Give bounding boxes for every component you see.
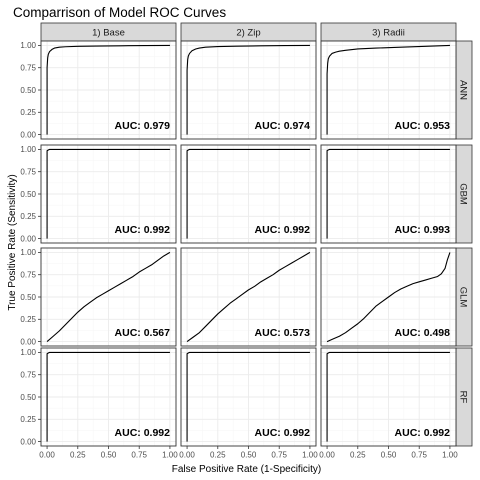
facet-panel: AUC: 0.993 [320,144,457,244]
column-strip-label: 2) Zip [236,28,260,39]
x-axis-title: False Positive Rate (1-Specificity) [172,464,322,475]
y-tick-label: 0.00 [20,130,36,139]
roc-curve [46,251,171,343]
roc-curve [186,351,310,442]
facet-panel: AUC: 0.992 0.00 0.25 0.50 0.75 1.00 [319,347,458,460]
facet-panel: AUC: 0.953 [320,40,457,140]
x-tick-label: 0.75 [271,451,287,460]
x-tick-label: 0.50 [241,451,257,460]
y-tick-label: 0.50 [20,393,36,402]
x-tick-label: 1.00 [442,451,458,460]
y-tick-label: 1.00 [20,145,36,154]
facet-panel: AUC: 0.573 [180,247,317,347]
x-tick-label: 0.00 [319,451,335,460]
facet-panel: AUC: 0.992 0.00 0.25 0.50 0.75 1.00 [179,347,318,460]
facet-panel: AUC: 0.992 0.00 0.25 0.50 0.75 1.00 [20,144,177,244]
panel-border [320,40,457,140]
roc-curve [186,44,310,135]
column-strip-label: 1) Base [92,28,125,39]
auc-label: AUC: 0.953 [395,120,451,132]
facet-panel: AUC: 0.498 [320,247,457,347]
auc-label: AUC: 0.992 [255,427,311,439]
facet-panel: AUC: 0.992 0.00 0.25 0.50 0.75 1.00 0.00 0.25 0.… [20,347,178,460]
auc-label: AUC: 0.974 [255,120,311,132]
panel-border [180,40,317,140]
auc-label: AUC: 0.992 [115,224,171,236]
y-tick-label: 0.75 [20,168,36,177]
roc-curve [46,351,170,442]
auc-label: AUC: 0.498 [395,327,451,339]
chart-title: Comparrison of Model ROC Curves [13,5,226,20]
y-tick-label: 0.00 [20,437,36,446]
x-tick-label: 0.50 [101,451,117,460]
y-tick-label: 0.50 [20,86,36,95]
y-tick-label: 0.00 [20,234,36,243]
roc-curve [186,251,311,343]
row-strip-label: GBM [458,183,469,205]
roc-curve [46,148,170,239]
y-tick-label: 0.75 [20,271,36,280]
roc-curve [326,252,451,343]
auc-label: AUC: 0.992 [115,427,171,439]
y-tick-label: 0.25 [20,415,36,424]
auc-label: AUC: 0.992 [255,224,311,236]
facet-panel: AUC: 0.974 [180,40,317,140]
facet-panel: AUC: 0.992 [180,144,317,244]
auc-label: AUC: 0.979 [115,120,171,132]
y-tick-label: 0.00 [20,337,36,346]
auc-label: AUC: 0.573 [255,327,311,339]
x-tick-label: 1.00 [302,451,318,460]
auc-label: AUC: 0.567 [115,327,171,339]
column-strip-label: 3) Radii [372,28,405,39]
x-tick-label: 0.75 [411,451,427,460]
y-tick-label: 0.50 [20,190,36,199]
x-tick-label: 0.00 [39,451,55,460]
row-strip-label: RF [458,391,469,404]
y-tick-label: 0.25 [20,315,36,324]
y-tick-label: 0.25 [20,108,36,117]
x-tick-label: 0.75 [131,451,147,460]
roc-curve [326,351,450,442]
panel-border [320,144,457,244]
x-tick-label: 1.00 [162,451,178,460]
panel-border [320,247,457,347]
facet-panel: AUC: 0.979 0.00 0.25 0.50 0.75 1.00 [20,40,177,140]
auc-label: AUC: 0.993 [395,224,451,236]
x-tick-label: 0.25 [350,451,366,460]
row-strip-label: ANN [458,80,469,100]
y-tick-label: 1.00 [20,248,36,257]
y-tick-label: 1.00 [20,348,36,357]
x-tick-label: 0.00 [179,451,195,460]
roc-curve [186,148,310,239]
auc-label: AUC: 0.992 [395,427,451,439]
y-tick-label: 0.50 [20,293,36,302]
x-tick-label: 0.25 [70,451,86,460]
panel-border [180,247,317,347]
roc-curve [46,44,170,135]
y-tick-label: 0.75 [20,64,36,73]
roc-curve [326,44,450,135]
facet-panel: AUC: 0.567 0.00 0.25 0.50 0.75 1.00 [20,247,177,347]
y-tick-label: 0.25 [20,212,36,221]
roc-curve [326,148,450,239]
y-tick-label: 1.00 [20,41,36,50]
panel-border [180,144,317,244]
row-strip-label: GLM [458,287,469,308]
x-tick-label: 0.25 [210,451,226,460]
y-axis-title: True Positive Rate (Sensitivity) [7,174,18,310]
y-tick-label: 0.75 [20,371,36,380]
x-tick-label: 0.50 [381,451,397,460]
